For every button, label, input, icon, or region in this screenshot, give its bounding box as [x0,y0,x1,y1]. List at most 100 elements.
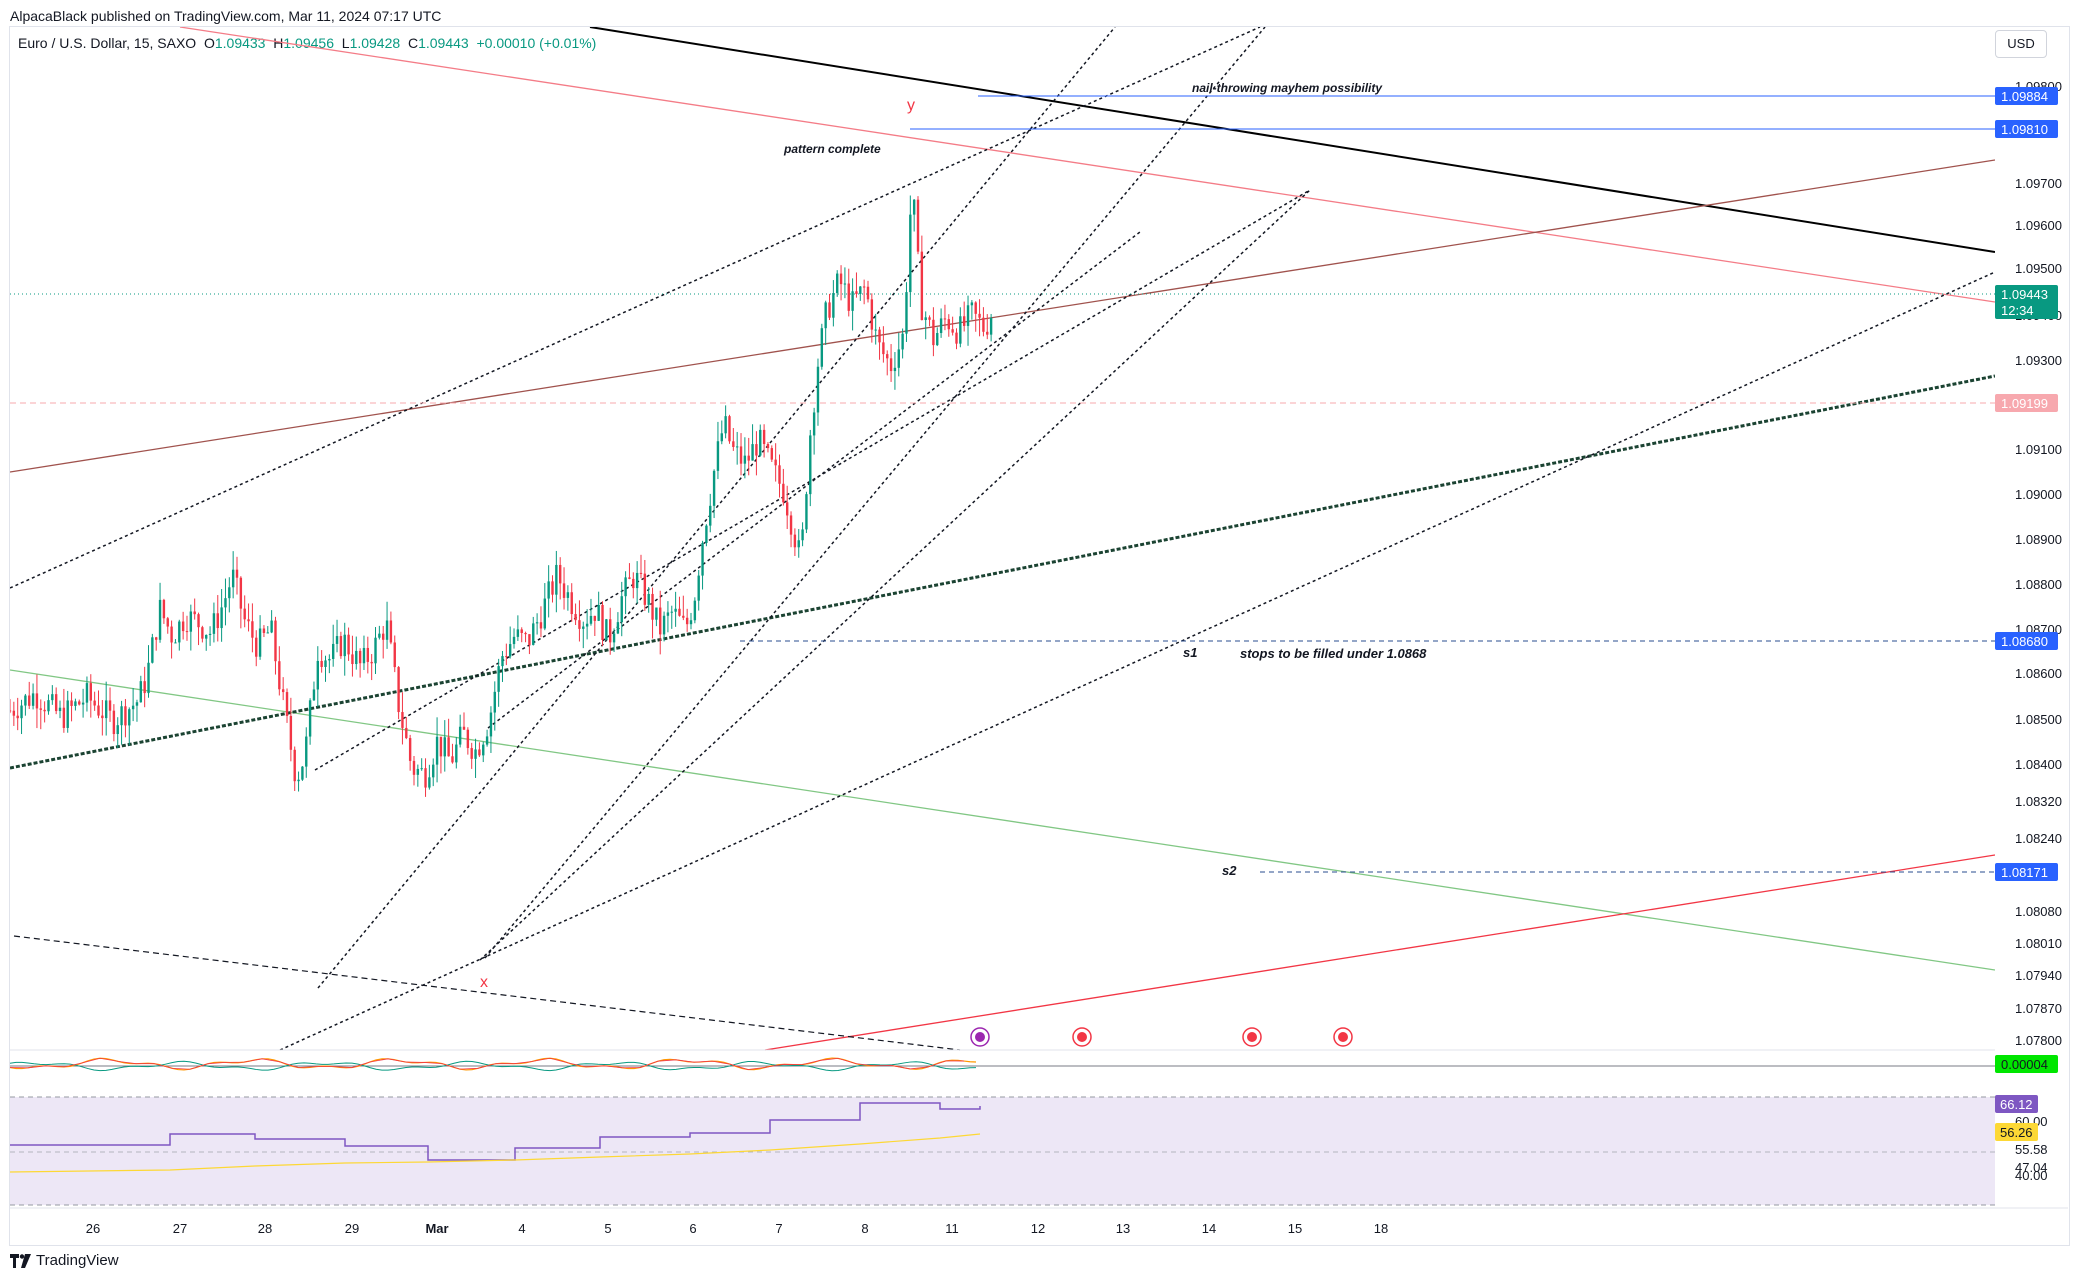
candle [320,650,323,673]
candle [128,707,131,746]
candle-body [674,608,677,612]
x-tick-label: 6 [689,1221,696,1236]
oscillator-line-slow [9,1060,977,1072]
candle [158,582,162,643]
lightning-event-icon[interactable] [970,1027,990,1047]
candle-body [712,470,716,506]
candle [189,604,193,651]
candle-body [101,715,104,719]
us-flag-event-icon[interactable] [1072,1027,1092,1047]
candle-body [316,660,319,690]
candle [382,625,385,659]
candle-body [24,695,27,706]
candle-body [158,599,162,640]
candle [789,511,793,548]
price-tag-label: 1.09199 [2001,396,2048,411]
candle-body [928,317,931,320]
candle [58,700,62,719]
candle [705,524,708,547]
candle [104,681,108,736]
x-tick-label: 7 [775,1221,782,1236]
candle [339,631,343,659]
candle [512,628,516,649]
candle [939,308,943,338]
candle [312,681,316,701]
tradingview-logo-icon [10,1253,31,1268]
candle [39,699,42,730]
candle [66,690,69,733]
candle [335,619,339,653]
candle-body [639,572,643,574]
candle [347,627,350,661]
candle-body [39,708,42,710]
candle-body [297,779,300,782]
candle-body [739,446,743,464]
candle-body [901,333,904,350]
candle [712,469,716,519]
candle-body [335,636,339,644]
candle [54,687,58,715]
y-tick-label: 1.07870 [2015,1001,2062,1016]
candle [451,743,454,764]
candle [308,698,312,745]
candle-body [208,633,212,635]
candle-body [20,705,23,719]
candle-body [81,702,85,705]
candle [508,626,512,659]
candle-body [197,614,200,628]
candle [828,293,831,321]
candle [147,645,150,698]
candle [855,272,858,298]
candle-body [462,726,466,730]
candle [816,358,820,426]
candle [597,591,600,622]
candle [643,559,647,611]
price-tag-label: 1.09884 [2001,89,2048,104]
candle-body [828,302,831,318]
price-tag: 1.08171 [1995,863,2058,881]
candle [666,601,670,633]
candle [81,688,85,718]
candle [589,598,593,626]
candle-body [470,748,473,759]
candle-body [201,627,204,639]
candle-body [916,199,920,252]
candle-body [936,333,939,346]
candle-body [547,581,550,599]
candle [986,314,989,340]
candle [70,692,73,722]
price-tag-bg [1995,394,2058,412]
x-tick-label: 26 [86,1221,100,1236]
candle-body [974,302,977,314]
candle [389,611,393,645]
candle [851,278,854,331]
candle [197,612,200,646]
candle-body [120,706,123,726]
currency-button[interactable]: USD [1995,30,2047,58]
candle-body [851,291,854,311]
candle-body [728,416,731,442]
candle [724,405,727,439]
y-tick-label: 1.09600 [2015,218,2062,233]
rsi-value-tag: 56.26 [1995,1123,2038,1141]
candle-body [589,615,593,624]
candle-body [524,632,527,635]
y-tick-label: 1.07940 [2015,968,2062,983]
us-flag-event-icon[interactable] [1242,1027,1262,1047]
y-tick-label: 1.08400 [2015,757,2062,772]
candle [243,595,246,628]
chart-frame [9,26,2070,1246]
candle-body [328,658,331,661]
candle-body [10,710,12,712]
candle [151,633,154,664]
candle [447,718,450,757]
candle-body [724,416,727,434]
candle [605,618,608,641]
candle-body [516,629,520,637]
candle [870,293,874,343]
candle [909,195,912,307]
us-flag-event-icon[interactable] [1333,1027,1353,1047]
symbol-name[interactable]: Euro / U.S. Dollar, 15, SAXO [18,35,197,51]
y-tick-label: 1.09100 [2015,442,2062,457]
